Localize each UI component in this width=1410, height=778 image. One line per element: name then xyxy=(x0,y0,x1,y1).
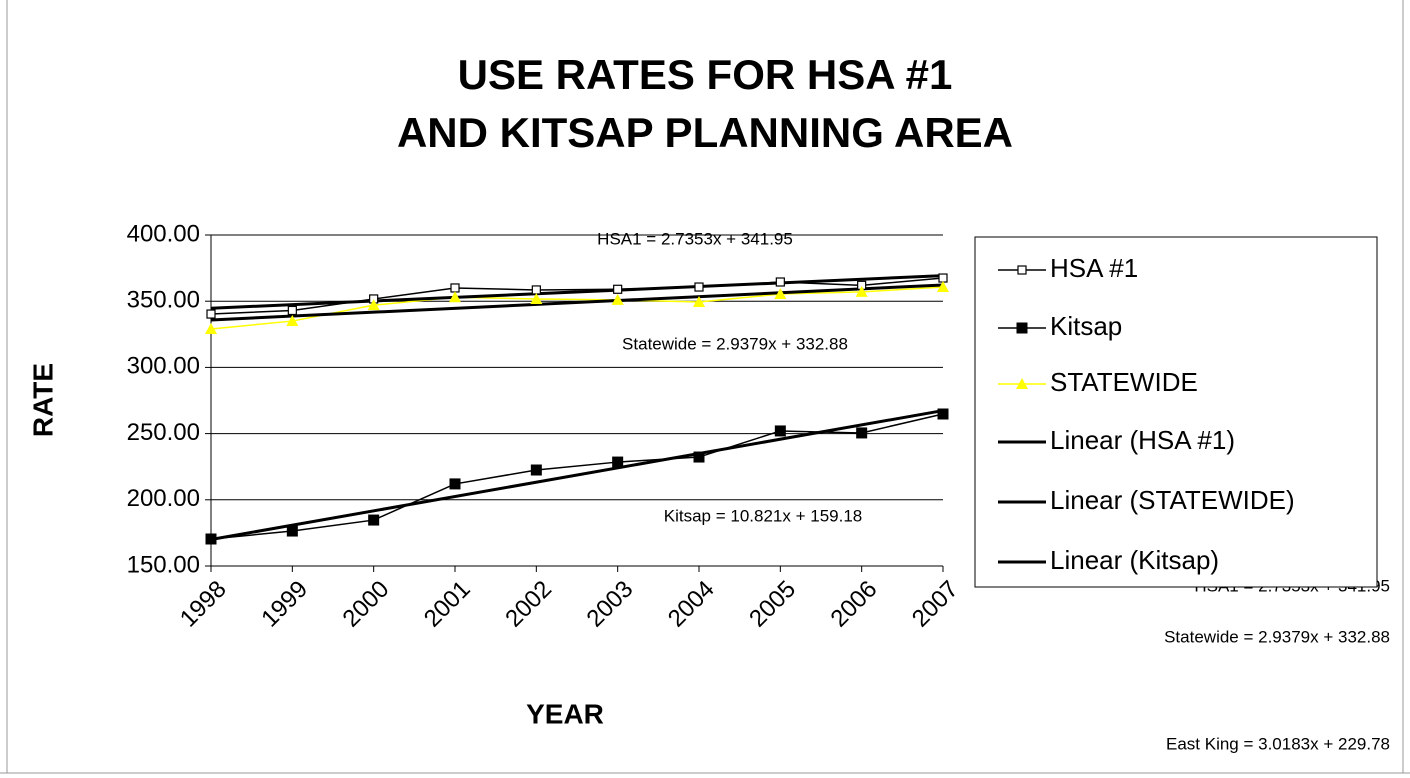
y-axis-label: RATE xyxy=(27,363,58,437)
annotation: Kitsap = 10.821x + 159.18 xyxy=(664,506,863,525)
y-tick-label: 400.00 xyxy=(127,220,200,247)
x-tick-label: 2004 xyxy=(663,576,720,633)
chart-title: AND KITSAP PLANNING AREA xyxy=(397,109,1013,156)
marker xyxy=(774,288,787,300)
chart-title: USE RATES FOR HSA #1 xyxy=(458,51,953,98)
x-tick-label: 2007 xyxy=(907,576,964,633)
marker xyxy=(937,281,949,293)
annotation: Statewide = 2.9379x + 332.88 xyxy=(1164,627,1390,646)
marker xyxy=(206,309,216,319)
marker xyxy=(693,295,705,307)
marker xyxy=(694,282,704,292)
legend-box xyxy=(974,236,1378,588)
legend-marker xyxy=(1016,322,1028,334)
legend-label: Linear (STATEWIDE) xyxy=(1050,485,1295,515)
trendline xyxy=(210,409,944,541)
marker xyxy=(775,277,785,287)
legend-marker xyxy=(1017,265,1027,275)
x-tick-label: 2005 xyxy=(744,576,801,633)
marker xyxy=(368,514,380,526)
marker xyxy=(205,533,217,545)
y-tick-label: 200.00 xyxy=(127,485,200,512)
annotation: Statewide = 2.9379x + 332.88 xyxy=(622,334,848,353)
marker xyxy=(286,315,299,327)
y-tick-label: 350.00 xyxy=(127,287,200,314)
marker xyxy=(367,299,380,311)
marker xyxy=(937,408,949,420)
legend-marker xyxy=(1016,378,1028,389)
marker xyxy=(205,323,217,335)
x-tick-label: 2001 xyxy=(419,576,476,633)
x-axis-label: YEAR xyxy=(526,698,604,729)
x-tick-label: 2003 xyxy=(582,576,639,633)
legend-label: Kitsap xyxy=(1050,311,1122,341)
legend-label: Linear (Kitsap) xyxy=(1050,545,1219,575)
legend-label: HSA #1 xyxy=(1050,253,1138,283)
marker xyxy=(287,305,297,316)
x-tick-label: 2006 xyxy=(826,576,883,633)
marker xyxy=(611,293,624,305)
annotation: HSA1 = 2.7353x + 341.95 xyxy=(597,229,793,248)
legend-label: STATEWIDE xyxy=(1050,367,1198,397)
series-line xyxy=(210,277,944,315)
y-tick-label: 300.00 xyxy=(127,353,200,380)
marker xyxy=(938,273,948,283)
marker xyxy=(530,464,542,476)
trendline xyxy=(210,274,944,310)
marker xyxy=(855,285,868,297)
marker xyxy=(449,478,461,490)
marker xyxy=(530,292,543,304)
annotation: East King = 3.0183x + 229.78 xyxy=(1166,734,1390,753)
legend-label: Linear (HSA #1) xyxy=(1050,425,1235,455)
marker xyxy=(693,451,705,463)
marker xyxy=(286,525,298,537)
marker xyxy=(612,456,624,468)
marker xyxy=(449,291,461,303)
marker xyxy=(856,427,868,439)
y-tick-label: 150.00 xyxy=(127,551,200,578)
marker xyxy=(450,283,460,293)
marker xyxy=(613,284,623,294)
trendline xyxy=(210,283,944,322)
y-tick-label: 250.00 xyxy=(127,419,200,446)
marker xyxy=(531,285,541,295)
x-tick-label: 1999 xyxy=(256,576,313,633)
legend: HSA #1 Kitsap STATEWIDE Linear (HSA #1) Line… xyxy=(974,236,1378,588)
marker xyxy=(774,425,786,437)
x-tick-label: 1998 xyxy=(175,576,232,633)
x-tick-label: 2000 xyxy=(338,576,395,633)
x-tick-label: 2002 xyxy=(500,576,557,633)
